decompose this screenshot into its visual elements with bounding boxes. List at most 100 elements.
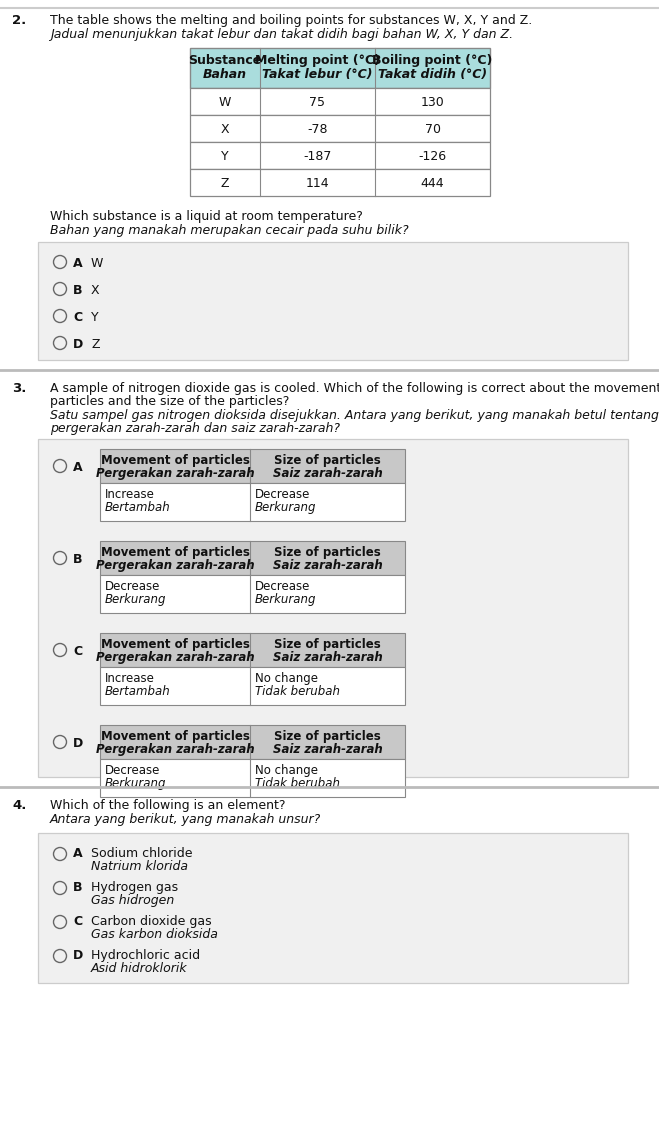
Text: Gas hidrogen: Gas hidrogen bbox=[91, 894, 174, 907]
Text: X: X bbox=[221, 123, 229, 136]
Bar bbox=[38, 833, 628, 984]
Text: 114: 114 bbox=[306, 177, 330, 190]
Text: Movement of particles: Movement of particles bbox=[101, 730, 250, 742]
Text: Saiz zarah-zarah: Saiz zarah-zarah bbox=[273, 652, 382, 664]
Text: -78: -78 bbox=[307, 123, 328, 136]
Text: W: W bbox=[219, 96, 231, 109]
Text: 130: 130 bbox=[420, 96, 444, 109]
Text: Berkurang: Berkurang bbox=[105, 777, 167, 790]
Text: Tidak berubah: Tidak berubah bbox=[255, 684, 340, 698]
Text: Which substance is a liquid at room temperature?: Which substance is a liquid at room temp… bbox=[50, 210, 363, 223]
Text: Size of particles: Size of particles bbox=[274, 638, 381, 652]
Text: Pergerakan zarah-zarah: Pergerakan zarah-zarah bbox=[96, 652, 254, 664]
Text: C: C bbox=[73, 312, 82, 324]
Text: 70: 70 bbox=[424, 123, 440, 136]
Text: Decrease: Decrease bbox=[255, 580, 310, 594]
Text: Movement of particles: Movement of particles bbox=[101, 546, 250, 559]
Text: 4.: 4. bbox=[12, 799, 26, 812]
Text: C: C bbox=[73, 645, 82, 658]
Text: -126: -126 bbox=[418, 150, 447, 163]
Text: Saiz zarah-zarah: Saiz zarah-zarah bbox=[273, 467, 382, 480]
Text: -187: -187 bbox=[303, 150, 331, 163]
Text: C: C bbox=[73, 915, 82, 928]
Text: No change: No change bbox=[255, 672, 318, 684]
Text: Sodium chloride: Sodium chloride bbox=[91, 847, 192, 860]
Text: 2.: 2. bbox=[12, 14, 26, 27]
Text: 444: 444 bbox=[420, 177, 444, 190]
Bar bbox=[38, 242, 628, 360]
Bar bbox=[190, 48, 490, 88]
Text: pergerakan zarah-zarah dan saiz zarah-zarah?: pergerakan zarah-zarah dan saiz zarah-za… bbox=[50, 422, 340, 435]
Text: Antara yang berikut, yang manakah unsur?: Antara yang berikut, yang manakah unsur? bbox=[50, 813, 321, 825]
Text: Gas karbon dioksida: Gas karbon dioksida bbox=[91, 928, 218, 941]
Text: Decrease: Decrease bbox=[105, 764, 160, 777]
Text: Takat didih (°C): Takat didih (°C) bbox=[378, 68, 487, 81]
Bar bbox=[190, 169, 490, 196]
Bar bbox=[190, 88, 490, 115]
Text: Berkurang: Berkurang bbox=[105, 594, 167, 606]
Bar bbox=[190, 115, 490, 142]
Text: Size of particles: Size of particles bbox=[274, 454, 381, 467]
Text: Saiz zarah-zarah: Saiz zarah-zarah bbox=[273, 742, 382, 756]
Text: D: D bbox=[73, 949, 83, 962]
Text: Decrease: Decrease bbox=[105, 580, 160, 594]
Text: Size of particles: Size of particles bbox=[274, 546, 381, 559]
Bar bbox=[100, 575, 405, 613]
Text: Jadual menunjukkan takat lebur dan takat didih bagi bahan W, X, Y dan Z.: Jadual menunjukkan takat lebur dan takat… bbox=[50, 28, 513, 41]
Text: No change: No change bbox=[255, 764, 318, 777]
Text: Size of particles: Size of particles bbox=[274, 730, 381, 742]
Text: Hydrochloric acid: Hydrochloric acid bbox=[91, 949, 200, 962]
Text: A: A bbox=[73, 460, 82, 474]
Text: B: B bbox=[73, 284, 82, 297]
Text: D: D bbox=[73, 737, 83, 750]
Text: Carbon dioxide gas: Carbon dioxide gas bbox=[91, 915, 212, 928]
Text: Takat lebur (°C): Takat lebur (°C) bbox=[262, 68, 373, 81]
Text: Movement of particles: Movement of particles bbox=[101, 454, 250, 467]
Bar bbox=[100, 483, 405, 521]
Text: B: B bbox=[73, 553, 82, 566]
Text: Berkurang: Berkurang bbox=[255, 594, 316, 606]
Text: Decrease: Decrease bbox=[255, 488, 310, 501]
Bar bbox=[100, 725, 405, 760]
Text: Hydrogen gas: Hydrogen gas bbox=[91, 881, 178, 894]
Text: Increase: Increase bbox=[105, 488, 155, 501]
Text: Which of the following is an element?: Which of the following is an element? bbox=[50, 799, 285, 812]
Text: Pergerakan zarah-zarah: Pergerakan zarah-zarah bbox=[96, 467, 254, 480]
Text: Asid hidroklorik: Asid hidroklorik bbox=[91, 962, 188, 976]
Text: Natrium klorida: Natrium klorida bbox=[91, 860, 188, 873]
Text: Pergerakan zarah-zarah: Pergerakan zarah-zarah bbox=[96, 559, 254, 572]
Bar bbox=[100, 541, 405, 575]
Bar bbox=[38, 439, 628, 777]
Text: Y: Y bbox=[91, 312, 99, 324]
Text: A: A bbox=[73, 257, 82, 269]
Text: Pergerakan zarah-zarah: Pergerakan zarah-zarah bbox=[96, 742, 254, 756]
Text: X: X bbox=[91, 284, 100, 297]
Text: Tidak berubah: Tidak berubah bbox=[255, 777, 340, 790]
Text: Bahan yang manakah merupakan cecair pada suhu bilik?: Bahan yang manakah merupakan cecair pada… bbox=[50, 224, 409, 236]
Bar bbox=[100, 667, 405, 705]
Text: Bertambah: Bertambah bbox=[105, 501, 171, 514]
Text: Y: Y bbox=[221, 150, 229, 163]
Text: Boiling point (°C): Boiling point (°C) bbox=[372, 53, 493, 67]
Text: Z: Z bbox=[91, 338, 100, 351]
Text: Bertambah: Bertambah bbox=[105, 684, 171, 698]
Text: D: D bbox=[73, 338, 83, 351]
Text: Satu sampel gas nitrogen dioksida disejukkan. Antara yang berikut, yang manakah : Satu sampel gas nitrogen dioksida diseju… bbox=[50, 409, 659, 422]
Text: particles and the size of the particles?: particles and the size of the particles? bbox=[50, 395, 289, 408]
Text: 3.: 3. bbox=[12, 382, 26, 395]
Bar bbox=[100, 449, 405, 483]
Text: 75: 75 bbox=[310, 96, 326, 109]
Text: Z: Z bbox=[221, 177, 229, 190]
Text: Melting point (°C): Melting point (°C) bbox=[255, 53, 380, 67]
Text: Substance: Substance bbox=[188, 53, 262, 67]
Text: Berkurang: Berkurang bbox=[255, 501, 316, 514]
Text: Saiz zarah-zarah: Saiz zarah-zarah bbox=[273, 559, 382, 572]
Text: The table shows the melting and boiling points for substances W, X, Y and Z.: The table shows the melting and boiling … bbox=[50, 14, 532, 27]
Text: A: A bbox=[73, 847, 82, 860]
Text: B: B bbox=[73, 881, 82, 894]
Bar bbox=[190, 142, 490, 169]
Text: Bahan: Bahan bbox=[203, 68, 247, 81]
Text: Movement of particles: Movement of particles bbox=[101, 638, 250, 652]
Text: A sample of nitrogen dioxide gas is cooled. Which of the following is correct ab: A sample of nitrogen dioxide gas is cool… bbox=[50, 382, 659, 395]
Text: W: W bbox=[91, 257, 103, 269]
